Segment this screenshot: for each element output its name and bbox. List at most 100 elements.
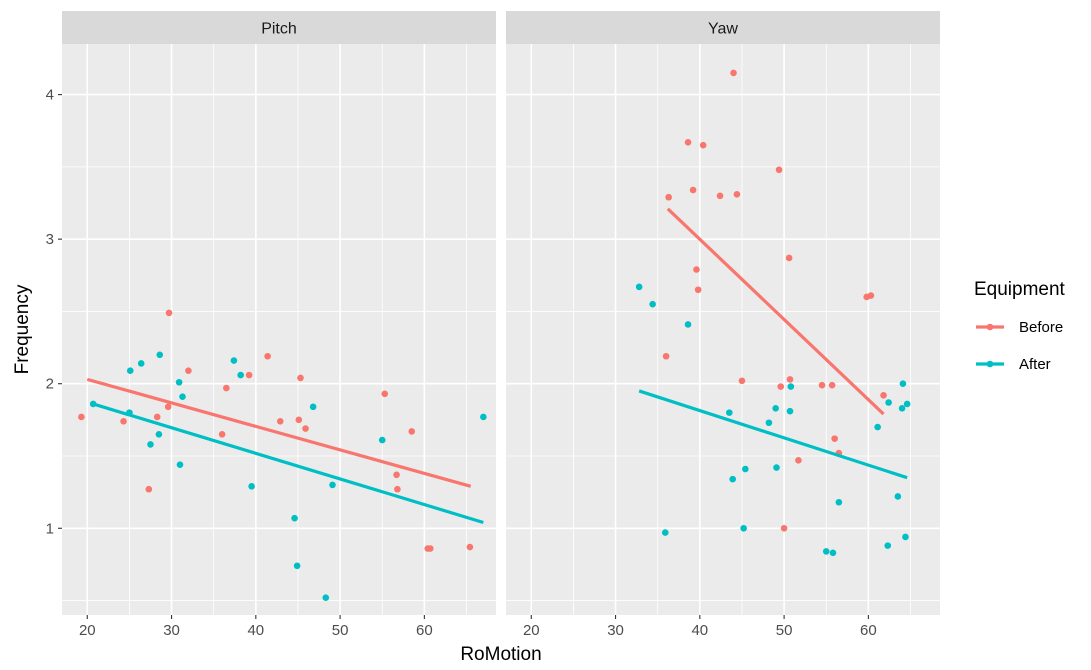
- data-point: [264, 352, 271, 360]
- data-point: [786, 376, 794, 383]
- x-tick-label: 40: [247, 622, 264, 639]
- series-before-pitch: [78, 309, 474, 552]
- data-point: [903, 400, 911, 408]
- x-tick-label: 50: [332, 622, 349, 639]
- data-point: [137, 360, 145, 367]
- legend-entry-before: Before: [976, 319, 1063, 336]
- data-point: [145, 485, 153, 493]
- data-point: [699, 141, 707, 149]
- legend-label: After: [1019, 356, 1051, 373]
- facet-strip-label: Pitch: [261, 21, 297, 38]
- x-tick-label: 50: [776, 622, 793, 639]
- data-point: [302, 425, 309, 432]
- facet-strip: [62, 11, 496, 44]
- x-tick-label: 30: [163, 622, 180, 639]
- trend-line-before: [666, 207, 885, 416]
- data-point: [894, 493, 902, 500]
- x-tick-label: 20: [523, 622, 540, 639]
- data-point: [230, 357, 238, 364]
- data-point: [777, 383, 785, 390]
- data-point: [245, 371, 253, 379]
- data-point: [175, 378, 183, 386]
- data-point: [394, 485, 401, 493]
- trend-line-before: [86, 377, 472, 488]
- legend-key-point: [986, 360, 994, 368]
- data-point: [248, 483, 255, 490]
- data-point: [480, 413, 487, 421]
- y-axis-title: Frequency: [12, 284, 33, 374]
- data-point: [874, 423, 881, 431]
- data-point: [729, 475, 736, 483]
- data-point: [120, 417, 127, 425]
- plot-background: [506, 44, 940, 615]
- data-point: [466, 543, 474, 551]
- data-point: [733, 191, 741, 198]
- x-axis-title: RoMotion: [460, 644, 541, 665]
- data-point: [153, 413, 161, 421]
- x-tick-label: 20: [79, 622, 96, 639]
- data-point: [829, 549, 837, 557]
- data-point: [902, 533, 909, 541]
- data-point: [835, 498, 843, 506]
- data-point: [147, 441, 154, 448]
- data-point: [884, 542, 892, 549]
- data-point: [78, 413, 85, 421]
- data-point: [742, 465, 749, 473]
- data-point: [885, 399, 892, 406]
- panel-pitch: Pitch 20 30 40 50 60 1 2 3 4: [46, 11, 496, 639]
- data-point: [408, 428, 416, 435]
- data-point: [322, 594, 330, 601]
- data-point: [689, 186, 697, 194]
- data-point: [738, 377, 746, 385]
- data-point: [684, 321, 692, 328]
- data-point: [665, 193, 672, 201]
- facet-strip-label: Yaw: [708, 21, 738, 38]
- data-point: [218, 431, 226, 438]
- data-point: [716, 192, 724, 200]
- data-point: [787, 383, 795, 390]
- data-point: [276, 417, 284, 425]
- x-tick-label: 30: [607, 622, 624, 639]
- data-point: [795, 457, 802, 464]
- data-point: [780, 524, 788, 532]
- data-point: [898, 404, 906, 412]
- data-point: [156, 351, 164, 359]
- y-tick-label: 4: [46, 87, 54, 104]
- y-tick-label: 2: [46, 376, 54, 393]
- data-point: [295, 416, 303, 424]
- series-before-yaw: [662, 69, 887, 532]
- data-point: [899, 380, 907, 388]
- data-point: [635, 283, 643, 291]
- data-point: [649, 300, 656, 308]
- legend-label: Before: [1019, 319, 1063, 336]
- plot-background: [62, 44, 496, 615]
- data-point: [773, 464, 780, 471]
- data-point: [155, 431, 163, 438]
- y-tick-label: 1: [46, 520, 54, 537]
- data-point: [684, 138, 692, 146]
- trend-line-after: [92, 402, 484, 525]
- x-tick-label: 60: [860, 622, 877, 639]
- data-point: [828, 381, 836, 389]
- data-point: [694, 286, 702, 294]
- data-point: [185, 367, 192, 374]
- data-point: [179, 393, 186, 401]
- data-point: [223, 384, 230, 392]
- data-point: [867, 292, 875, 299]
- data-point: [309, 403, 317, 411]
- data-point: [772, 404, 779, 412]
- panel-yaw: Yaw 20 30 40 50 60: [506, 11, 940, 639]
- data-point: [176, 461, 184, 468]
- legend-title: Equipment: [974, 279, 1066, 300]
- data-point: [297, 374, 304, 382]
- x-tick-label: 60: [416, 622, 433, 639]
- data-point: [165, 309, 173, 317]
- data-point: [661, 529, 669, 536]
- data-point: [831, 435, 838, 442]
- data-point: [822, 548, 830, 555]
- legend-entry-after: After: [976, 356, 1051, 373]
- facet-strip: [506, 11, 940, 44]
- data-point: [765, 419, 773, 427]
